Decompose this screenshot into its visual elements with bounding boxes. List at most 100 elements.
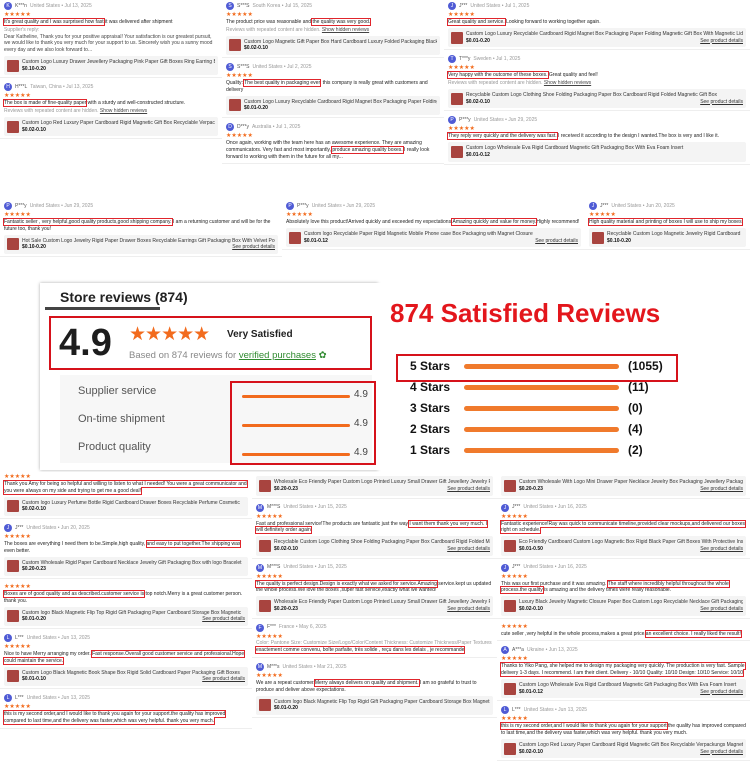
product-card[interactable]: Custom Logo Red Luxury Paper Cardboard R… [4,116,218,137]
product-card[interactable]: Custom Logo Luxury Drawer Jewellery Pack… [4,55,218,76]
product-name[interactable]: Recyclable Custom Logo Magnetic Jewelry … [607,230,741,237]
product-name[interactable]: Custom Logo Wholesale Eva Rigid Cardboar… [519,681,737,688]
see-product-details-link[interactable]: See product details [700,485,743,492]
product-card[interactable]: Custom Logo Luxury Recyclable Cardboard … [226,95,440,115]
avatar: J [4,524,12,532]
store-reviews-panel: Store reviews (874) 4.9 ★★★★★ Very Satis… [40,283,378,470]
product-name[interactable]: Custom Logo Luxury Recyclable Cardboard … [244,98,437,105]
review-meta: P P***y United States • Jun 29, 2025 [286,202,581,210]
product-card[interactable]: Recyclable Custom Logo Clothing Shoe Fol… [256,536,493,556]
product-name[interactable]: Recyclable Custom Logo Clothing Shoe Fol… [274,539,490,545]
product-card[interactable]: Recyclable Custom Logo Magnetic Jewelry … [589,227,746,248]
product-name[interactable]: Custom logo Recyclable Paper Rigid Magne… [304,230,533,237]
product-card[interactable]: Wholesale Eco Friendly Paper Custom Logo… [256,596,493,616]
review-card: Custom Wholesale With Logo Mini Drawer P… [497,472,750,499]
see-product-details-link[interactable]: See product details [447,485,490,492]
review-band-middle: P P***y United States • Jun 29, 2025 ★★★★★ F… [0,200,750,283]
review-highlight: High quality material and printing of bo… [588,218,743,226]
product-price-row: $0.02-0.10 [22,127,215,134]
product-name[interactable]: Custom Logo Red Luxury Paper Cardboard R… [22,119,215,126]
product-card[interactable]: Custom logo Recyclable Paper Rigid Magne… [286,227,581,248]
product-card[interactable]: Luxury Black Jewelry Magnetic Closure Pa… [501,596,746,616]
see-product-details-link[interactable]: See product details [232,244,275,251]
metric-label: Supplier service [78,385,157,397]
see-product-details-link[interactable]: See product details [700,688,743,695]
reviewer-name: L*** [15,634,24,641]
review-location-date: United States • Jun 20, 2025 [26,524,90,531]
review-text: Nice to have Merry arranging my order. F… [2,650,248,665]
product-name[interactable]: Wholesale Eco Friendly Paper Custom Logo… [274,599,490,605]
product-card[interactable]: Custom logo Black Magnetic Flip Top Rigi… [4,606,248,626]
see-product-details-link[interactable]: See product details [447,545,490,552]
product-info: Recyclable Custom Logo Clothing Shoe Fol… [466,92,743,106]
show-hidden-reviews-link[interactable]: Show hidden reviews [543,80,592,86]
product-price: $0.01-0.20 [22,616,46,623]
product-name[interactable]: Custom logo Black Magnetic Flip Top Rigi… [22,609,242,616]
product-card[interactable]: Custom Wholesale With Logo Mini Drawer P… [501,476,746,496]
product-thumbnail [7,238,19,251]
product-card[interactable]: Custom logo Black Magnetic Flip Top Rigi… [256,695,493,715]
show-hidden-reviews-link[interactable]: Show hidden reviews [99,108,148,114]
product-name[interactable]: Custom logo Luxury Perfume Bottle Rigid … [22,499,240,506]
see-product-details-link[interactable]: See product details [700,37,743,44]
rating-stars-icon: ★★★★★ [448,126,475,133]
product-card[interactable]: Custom Wholesale Rigid Paper Cardboard N… [4,556,248,576]
review-highlight: Thanks to Yiko Pang, she helped me to de… [500,662,746,677]
star-row-label: 5 Stars [410,359,451,373]
review-text-post: it was delivered after shipment [103,19,173,25]
product-name[interactable]: Custom Wholesale With Logo Mini Drawer P… [519,479,743,485]
product-card[interactable]: Custom logo Luxury Perfume Bottle Rigid … [4,496,248,516]
see-product-details-link[interactable]: See product details [535,237,578,244]
avatar: P [4,202,12,210]
product-name[interactable]: Custom Logo Red Luxury Paper Cardboard R… [519,741,743,748]
review-meta: J J*** United States • Jun 16, 2025 [501,503,746,512]
see-product-details-link[interactable]: See product details [700,545,743,552]
see-product-details-link[interactable]: See product details [202,616,245,623]
review-text-pre: Once again, working with the team here h… [226,140,422,153]
review-text-post: I am a returning customer and will be fo… [4,219,271,232]
product-name[interactable]: Custom logo Black Magnetic Flip Top Rigi… [274,698,490,705]
product-price-row: $0.02-0.10 [244,45,437,52]
product-price: $0.02-0.10 [519,605,543,612]
reviewer-name: F*** [267,624,276,631]
product-card[interactable]: Custom Logo Magnetic Gift Paper Box Hard… [226,35,440,55]
product-name[interactable]: Custom Logo Luxury Recyclable Cardboard … [466,30,743,37]
product-name[interactable]: Custom Logo Magnetic Gift Paper Box Hard… [244,38,437,45]
reviewer-name: A***a [512,646,524,653]
product-name[interactable]: Recyclable Custom Logo Clothing Shoe Fol… [466,91,717,98]
product-card[interactable]: Custom Logo Wholesale Eva Rigid Cardboar… [448,142,746,162]
product-card[interactable]: Wholesale Eco Friendly Paper Custom Logo… [256,476,493,496]
product-card[interactable]: Hot Sale Custom Logo Jewelry Rigid Paper… [4,234,278,254]
review-location-date: United States • Jun 20, 2025 [611,202,675,209]
review-card: M M***S United States • Jun 15, 2025 ★★★★★ F… [252,501,497,559]
hidden-note: Reviews with repeated content are hidden… [4,108,99,114]
product-name[interactable]: Wholesale Eco Friendly Paper Custom Logo… [274,479,490,485]
review-card: ★★★★★ cute seller ,very helpful in the wh… [497,621,750,642]
product-name[interactable]: Custom Logo Wholesale Eva Rigid Cardboar… [466,145,684,151]
product-card[interactable]: Custom Logo Luxury Recyclable Cardboard … [448,27,746,48]
show-hidden-reviews-link[interactable]: Show hidden reviews [321,26,370,33]
see-product-details-link[interactable]: See product details [700,98,743,105]
review-text-pre: The boxes are everything I need them to … [4,541,147,547]
product-card[interactable]: Custom Logo Wholesale Eva Rigid Cardboar… [501,678,746,699]
product-name[interactable]: Hot Sale Custom Logo Jewelry Rigid Paper… [22,237,275,244]
see-product-details-link[interactable]: See product details [700,605,743,612]
product-card[interactable]: Eco Friendly Cardboard Custom Logo Magne… [501,536,746,556]
rating-summary-section: Store reviews (874) 4.9 ★★★★★ Very Satis… [0,283,750,470]
product-price-row: $0.01-0.12 See product details [304,238,578,245]
see-product-details-link[interactable]: See product details [447,605,490,612]
review-card: M M***S United States • Jun 15, 2025 ★★★★★ T… [252,561,497,619]
product-card[interactable]: Custom Logo Red Luxury Paper Cardboard R… [501,738,746,759]
verified-purchases-link[interactable]: verified purchases [238,350,316,361]
product-info: Custom Wholesale Rigid Paper Cardboard N… [22,560,245,574]
see-product-details-link[interactable]: See product details [202,676,245,683]
rating-stars-icon: ★★★★★ [4,12,31,18]
product-card[interactable]: Custom Logo Black Magnetic Book Shape Bo… [4,666,248,686]
product-name[interactable]: Luxury Black Jewelry Magnetic Closure Pa… [519,599,743,605]
product-card[interactable]: Recyclable Custom Logo Clothing Shoe Fol… [448,88,746,109]
product-name[interactable]: Custom Logo Black Magnetic Book Shape Bo… [22,669,240,676]
product-name[interactable]: Eco Friendly Cardboard Custom Logo Magne… [519,539,743,545]
product-name[interactable]: Custom Wholesale Rigid Paper Cardboard N… [22,559,242,566]
product-price-row: $0.01-0.20 [244,105,437,112]
product-name[interactable]: Custom Logo Luxury Drawer Jewellery Pack… [22,58,215,65]
